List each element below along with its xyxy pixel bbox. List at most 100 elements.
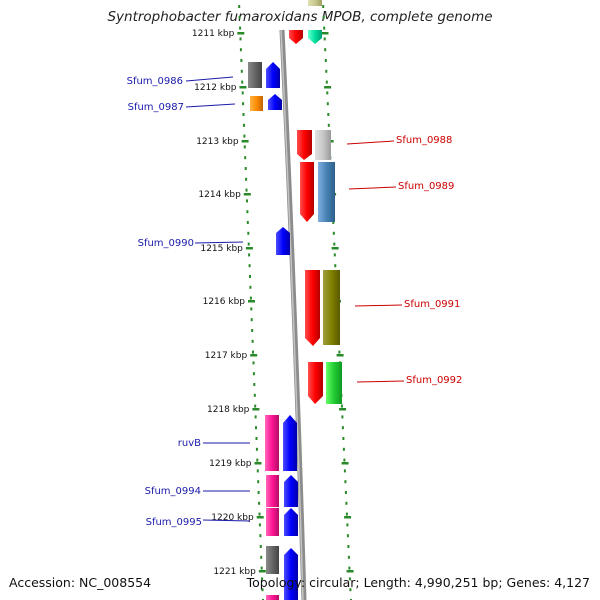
gene-sfum-0988-pair[interactable] xyxy=(315,130,331,160)
label-sfum-0992[interactable]: Sfum_0992 xyxy=(406,375,462,386)
ruler-dot xyxy=(239,37,242,41)
ruler-dot xyxy=(323,37,326,41)
ruler-dot xyxy=(254,415,257,419)
ruler-dot xyxy=(258,512,261,516)
ruler-dot xyxy=(238,5,241,8)
ruler-dot xyxy=(244,156,247,160)
accession-text: Accession: NC_008554 xyxy=(9,575,152,590)
ruler-dot xyxy=(343,458,346,462)
ruler-dot xyxy=(345,512,348,516)
ruler-dot xyxy=(349,588,352,592)
ruler-dot xyxy=(243,134,246,138)
gene-pink-bottom[interactable] xyxy=(266,595,279,600)
gene-labels: Sfum_0986 Sfum_0987 Sfum_0990 ruvB Sfum_… xyxy=(127,76,463,528)
label-sfum-0989[interactable]: Sfum_0989 xyxy=(398,181,454,192)
ruler-dot xyxy=(346,534,349,538)
ruler-dot xyxy=(256,469,259,473)
gene-sfum-0990[interactable] xyxy=(276,227,290,255)
ruler-dot xyxy=(248,264,251,268)
ruler-dot xyxy=(251,329,254,332)
ruler-dot xyxy=(241,80,244,84)
gene-ruvb-pair[interactable] xyxy=(283,415,297,471)
gene-ruvb[interactable] xyxy=(265,415,279,471)
ruler-dot xyxy=(332,221,335,224)
ruler-major-tick xyxy=(341,462,349,465)
ruler-dot xyxy=(250,318,253,322)
gene-sfum-0995[interactable] xyxy=(266,508,279,536)
ruler-dot xyxy=(256,458,259,462)
ruler-dot xyxy=(345,501,348,505)
ruler-dot xyxy=(341,415,344,419)
leader-lines xyxy=(185,76,405,522)
label-sfum-0995[interactable]: Sfum_0995 xyxy=(146,517,202,528)
label-sfum-0987[interactable]: Sfum_0987 xyxy=(128,102,184,113)
label-sfum-0990[interactable]: Sfum_0990 xyxy=(138,238,194,249)
ruler-dot xyxy=(243,123,245,127)
ruler-dot xyxy=(325,80,328,84)
gene-teal-top[interactable] xyxy=(308,30,322,44)
ruler-dot xyxy=(340,404,343,408)
gene-sfum-0989-pair[interactable] xyxy=(318,162,335,222)
ruler-dot xyxy=(254,404,257,408)
ruler-dot xyxy=(322,15,325,19)
label-sfum-0994[interactable]: Sfum_0994 xyxy=(145,486,201,497)
ruler-dot xyxy=(326,102,329,106)
ruler-dot xyxy=(327,123,330,127)
gene-sfum-0994-pair[interactable] xyxy=(284,475,298,507)
ruler-major-tick xyxy=(245,247,253,250)
ruler-dot xyxy=(257,491,260,494)
ruler-major-tick xyxy=(239,86,247,89)
label-sfum-0988[interactable]: Sfum_0988 xyxy=(396,135,452,146)
gene-sfum-0987[interactable] xyxy=(250,96,263,111)
ruler-major-tick xyxy=(256,516,264,519)
ruler-dot xyxy=(252,361,255,365)
ruler-dot xyxy=(322,5,325,8)
ruler-major-tick xyxy=(237,32,245,35)
gene-sfum-0989[interactable] xyxy=(300,162,314,222)
ruler-dot xyxy=(325,69,328,73)
gene-gray-bottom[interactable] xyxy=(266,546,279,574)
label-ruvb[interactable]: ruvB xyxy=(178,438,201,449)
gene-blue-bottom[interactable] xyxy=(284,548,298,600)
ruler-dot xyxy=(324,48,327,52)
gene-sfum-0987-pair[interactable] xyxy=(268,94,282,110)
ruler-dot xyxy=(247,231,250,235)
gene-sfum-0992[interactable] xyxy=(308,362,323,404)
label-sfum-0991[interactable]: Sfum_0991 xyxy=(404,299,460,310)
ruler-dot xyxy=(241,91,244,95)
ruler-major-tick xyxy=(336,354,344,357)
gene-sfum-0986-pair[interactable] xyxy=(266,62,280,88)
ruler-dot xyxy=(326,91,329,95)
gene-sfum-0991-pair[interactable] xyxy=(323,270,340,345)
ruler-major-tick xyxy=(331,247,339,250)
ruler-dot xyxy=(333,253,336,257)
kbp-tick-label: 1217 kbp xyxy=(205,351,248,361)
ruler-dot xyxy=(249,296,252,300)
ruler-dot xyxy=(259,534,262,538)
ruler-dot xyxy=(261,577,264,581)
gene-sfum-0986[interactable] xyxy=(248,62,262,88)
ruler-dot xyxy=(333,242,336,246)
gene-sfum-0991[interactable] xyxy=(305,270,320,346)
ruler-dot xyxy=(239,48,242,52)
gene-sfum-0992-pair[interactable] xyxy=(326,362,342,404)
ruler-dot xyxy=(255,447,258,451)
ruler-dot xyxy=(346,523,349,527)
ruler-dot xyxy=(246,210,249,214)
ruler-major-tick xyxy=(250,354,258,357)
genome-backbone xyxy=(279,29,307,600)
ruler-major-tick xyxy=(321,32,329,35)
gene-sfum-0994[interactable] xyxy=(266,475,279,507)
gene-red-top[interactable] xyxy=(289,30,303,44)
ruler-dot xyxy=(248,253,251,257)
ruler-dot xyxy=(342,437,345,440)
ruler-dot xyxy=(240,69,243,73)
label-sfum-0986[interactable]: Sfum_0986 xyxy=(127,76,183,87)
ruler-dot xyxy=(334,264,337,268)
gene-khaki-top[interactable] xyxy=(308,0,322,6)
gene-sfum-0995-pair[interactable] xyxy=(284,508,298,536)
ruler-dot xyxy=(251,339,254,343)
gene-sfum-0988[interactable] xyxy=(297,130,312,160)
ruler-dot xyxy=(252,372,255,376)
kbp-tick-label: 1220 kbp xyxy=(211,513,254,523)
